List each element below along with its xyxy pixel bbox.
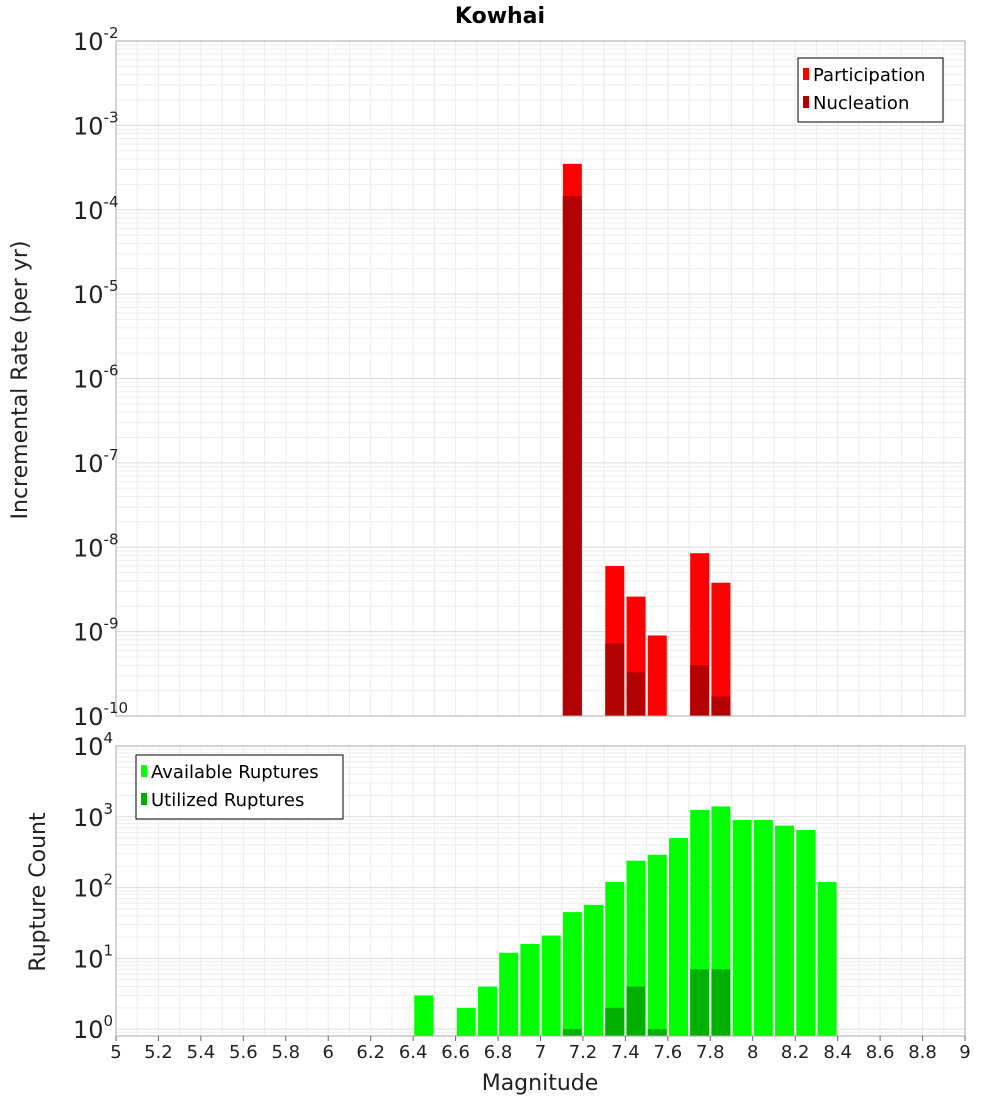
x-tick-label: 7.8 bbox=[696, 1042, 725, 1063]
x-tick-label: 8.6 bbox=[866, 1042, 895, 1063]
legend-label: Nucleation bbox=[813, 93, 909, 114]
x-tick-label: 8 bbox=[747, 1042, 758, 1063]
count-bar-primary bbox=[562, 912, 582, 1036]
legend-swatch bbox=[141, 765, 147, 777]
top-panel-bars bbox=[562, 163, 731, 717]
y-tick-label: 102 bbox=[73, 871, 113, 903]
x-tick-label: 7.4 bbox=[611, 1042, 640, 1063]
count-bar-secondary bbox=[690, 969, 710, 1036]
count-bar-primary bbox=[647, 854, 667, 1036]
count-bar-primary bbox=[477, 986, 497, 1036]
x-tick-label: 7 bbox=[535, 1042, 546, 1063]
count-bar-primary bbox=[775, 825, 795, 1036]
bottom-y-axis-label: Rupture Count bbox=[26, 812, 51, 972]
bottom-legend: Available Ruptures Utilized Ruptures bbox=[135, 754, 344, 820]
count-bar-primary bbox=[753, 820, 773, 1036]
x-tick-label: 5.2 bbox=[144, 1042, 173, 1063]
x-tick-label: 9 bbox=[959, 1042, 970, 1063]
y-tick-label: 10-7 bbox=[73, 446, 119, 478]
rate-bar-secondary bbox=[562, 196, 582, 716]
y-tick-label: 100 bbox=[73, 1012, 113, 1044]
top-legend: Participation Nucleation bbox=[797, 57, 944, 123]
legend-swatch bbox=[141, 793, 147, 805]
y-tick-label: 10-4 bbox=[73, 193, 119, 225]
rate-bar-secondary bbox=[605, 643, 625, 716]
y-tick-label: 10-6 bbox=[73, 362, 119, 394]
legend-box bbox=[135, 754, 344, 820]
count-bar-secondary bbox=[605, 1007, 625, 1036]
y-tick-label: 10-2 bbox=[73, 24, 119, 56]
count-bar-primary bbox=[584, 904, 604, 1036]
count-bar-primary bbox=[668, 838, 688, 1036]
legend-swatch bbox=[803, 96, 809, 108]
y-tick-label: 10-10 bbox=[73, 699, 128, 731]
x-tick-label: 7.2 bbox=[569, 1042, 598, 1063]
x-tick-label: 5.6 bbox=[229, 1042, 258, 1063]
legend-label: Utilized Ruptures bbox=[151, 790, 304, 811]
x-tick-label: 6.2 bbox=[356, 1042, 385, 1063]
x-axis-label: Magnitude bbox=[482, 1071, 599, 1096]
count-bar-primary bbox=[414, 995, 434, 1036]
top-y-axis-label: Incremental Rate (per yr) bbox=[8, 241, 33, 520]
rate-bar-secondary bbox=[711, 696, 731, 716]
count-bar-secondary bbox=[711, 969, 731, 1036]
x-tick-label: 6.4 bbox=[399, 1042, 428, 1063]
y-tick-label: 10-5 bbox=[73, 277, 119, 309]
y-tick-label: 10-8 bbox=[73, 530, 119, 562]
count-bar-primary bbox=[520, 943, 540, 1036]
count-bar-primary bbox=[605, 881, 625, 1036]
x-tick-label: 6.8 bbox=[484, 1042, 513, 1063]
rate-bar-primary bbox=[647, 635, 667, 716]
rate-bar-secondary bbox=[626, 672, 646, 716]
y-tick-label: 10-9 bbox=[73, 615, 119, 647]
legend-label: Available Ruptures bbox=[151, 762, 319, 783]
chart-title: Kowhai bbox=[455, 4, 545, 29]
y-tick-label: 104 bbox=[73, 729, 113, 761]
count-bar-primary bbox=[796, 830, 816, 1036]
top-panel-frame bbox=[115, 40, 966, 717]
x-tick-label: 6.6 bbox=[441, 1042, 470, 1063]
count-bar-primary bbox=[817, 881, 837, 1036]
rate-bar-primary bbox=[711, 582, 731, 716]
x-tick-label: 5.8 bbox=[271, 1042, 300, 1063]
x-ticks: 5 5.2 5.4 5.6 5.8 6 6.2 6.4 6.6 6.8 7 7.2 7.4 7.6 7.8 8… bbox=[110, 1036, 971, 1063]
count-bar-primary bbox=[541, 935, 561, 1036]
top-y-ticks: 10-10 10-9 10-8 10-7 10-6 10-5 10-4 10-3 10-2 bbox=[73, 24, 128, 731]
count-bar-primary bbox=[732, 820, 752, 1036]
top-panel-grid bbox=[115, 41, 966, 717]
y-tick-label: 103 bbox=[73, 800, 113, 832]
x-tick-label: 8.8 bbox=[908, 1042, 937, 1063]
x-tick-label: 7.6 bbox=[654, 1042, 683, 1063]
count-bar-secondary bbox=[562, 1029, 582, 1036]
count-bar-primary bbox=[499, 952, 519, 1036]
bottom-y-ticks: 100 101 102 103 104 bbox=[73, 729, 113, 1044]
y-tick-label: 10-3 bbox=[73, 108, 119, 140]
legend-box bbox=[797, 57, 944, 123]
count-bar-secondary bbox=[647, 1029, 667, 1036]
legend-swatch bbox=[803, 68, 809, 80]
y-tick-label: 101 bbox=[73, 941, 113, 973]
count-bar-primary bbox=[456, 1007, 476, 1036]
x-tick-label: 5.4 bbox=[187, 1042, 216, 1063]
bottom-panel-bars bbox=[414, 806, 837, 1036]
x-tick-label: 8.2 bbox=[781, 1042, 810, 1063]
x-tick-label: 8.4 bbox=[823, 1042, 852, 1063]
legend-label: Participation bbox=[813, 65, 925, 86]
count-bar-secondary bbox=[626, 986, 646, 1036]
x-tick-label: 5 bbox=[110, 1042, 121, 1063]
rate-bar-secondary bbox=[690, 665, 710, 716]
x-tick-label: 6 bbox=[323, 1042, 334, 1063]
